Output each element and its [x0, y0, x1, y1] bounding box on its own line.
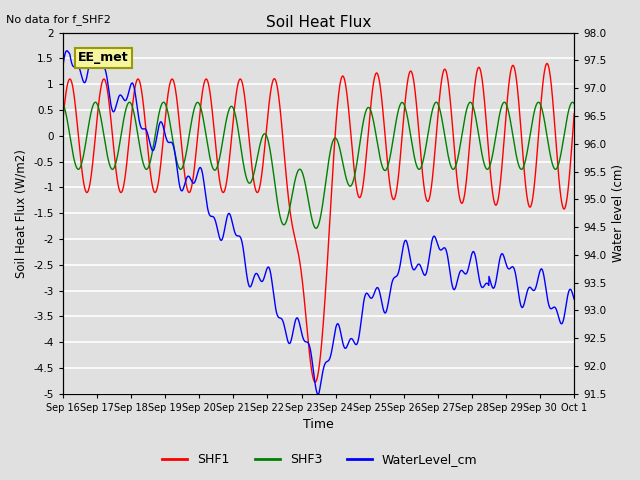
SHF3	[570, 101, 578, 107]
SHF1	[85, 185, 93, 191]
WaterLevel_cm	[570, 296, 578, 302]
SHF1	[462, 183, 470, 189]
X-axis label: Time: Time	[303, 419, 334, 432]
SHF3	[556, 156, 564, 162]
Text: No data for f_SHF2: No data for f_SHF2	[6, 14, 111, 25]
SHF1	[59, 116, 67, 122]
WaterLevel_cm	[85, 61, 93, 67]
SHF3	[92, 99, 99, 105]
Line: SHF1: SHF1	[63, 63, 574, 382]
WaterLevel_cm	[308, 355, 316, 361]
SHF3	[59, 101, 67, 107]
SHF3	[85, 120, 93, 126]
WaterLevel_cm	[556, 318, 564, 324]
Title: Soil Heat Flux: Soil Heat Flux	[266, 15, 371, 30]
SHF1	[543, 60, 551, 66]
SHF1	[308, 367, 316, 372]
Text: EE_met: EE_met	[78, 51, 129, 64]
SHF1	[294, 249, 302, 254]
Y-axis label: Soil Heat Flux (W/m2): Soil Heat Flux (W/m2)	[15, 149, 28, 277]
WaterLevel_cm	[314, 391, 321, 396]
SHF3	[294, 168, 302, 173]
SHF1	[311, 379, 319, 385]
SHF3	[308, 216, 316, 221]
WaterLevel_cm	[462, 271, 470, 277]
SHF1	[556, 183, 563, 189]
WaterLevel_cm	[59, 63, 67, 69]
Y-axis label: Water level (cm): Water level (cm)	[612, 164, 625, 262]
WaterLevel_cm	[556, 318, 563, 324]
SHF3	[462, 109, 470, 115]
WaterLevel_cm	[89, 48, 97, 53]
SHF1	[556, 185, 564, 191]
SHF1	[570, 111, 578, 117]
Legend: SHF1, SHF3, WaterLevel_cm: SHF1, SHF3, WaterLevel_cm	[157, 448, 483, 471]
Line: SHF3: SHF3	[63, 102, 574, 228]
WaterLevel_cm	[294, 316, 302, 322]
SHF3	[556, 157, 563, 163]
SHF3	[312, 226, 320, 231]
Line: WaterLevel_cm: WaterLevel_cm	[63, 50, 574, 394]
